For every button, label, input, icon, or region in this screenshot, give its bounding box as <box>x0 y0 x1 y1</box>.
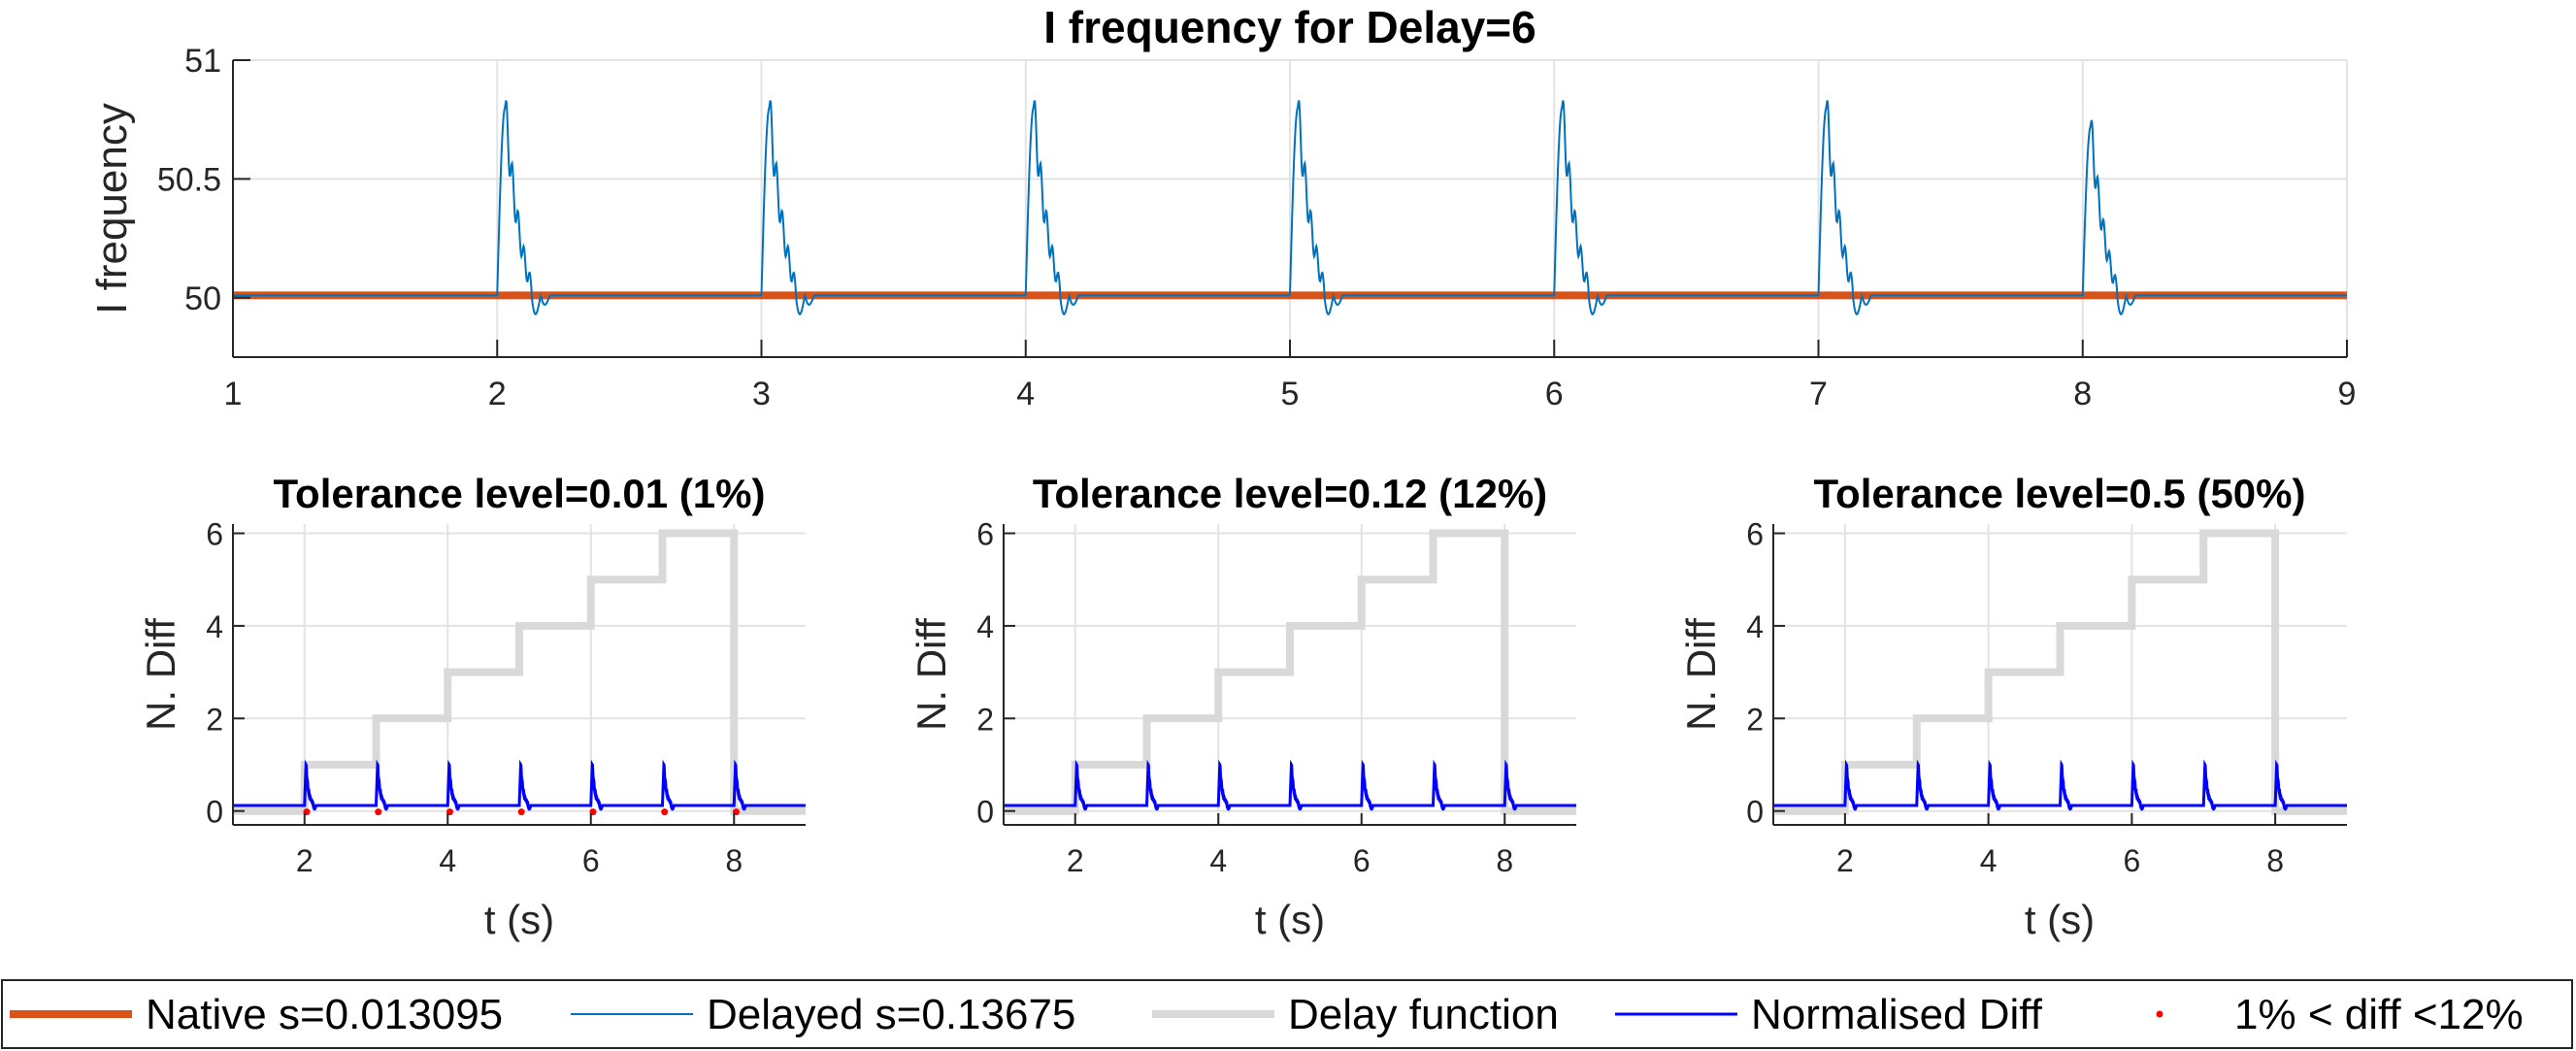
x-tick-label: 4 <box>1016 376 1035 412</box>
x-tick-label: 3 <box>752 376 771 412</box>
legend-label: Delay function <box>1288 991 1559 1038</box>
normalised-diff-line <box>1003 759 1577 811</box>
x-tick-label: 2 <box>1067 843 1084 878</box>
legend-box <box>1 979 2573 1049</box>
y-tick-label: 0 <box>1746 795 1764 830</box>
x-tick-label: 8 <box>2073 376 2092 412</box>
y-tick-label: 6 <box>976 517 994 552</box>
y-tick-label: 4 <box>206 609 223 644</box>
top-frequency-plot: 1 2 3 4 5 6 7 8 9 50 50.5 51 I frequency for Delay=6… <box>88 2 2356 412</box>
tolerance-point <box>661 808 669 816</box>
y-tick-label: 6 <box>206 517 223 552</box>
x-tick-label: 2 <box>1836 843 1854 878</box>
x-tick-label: 5 <box>1281 376 1300 412</box>
delayed-series-line <box>232 100 2348 315</box>
y-tick-label: 50.5 <box>157 161 221 198</box>
tolerance-point <box>375 808 382 816</box>
tolerance-point <box>517 808 525 816</box>
subplot-title: Tolerance level=0.5 (50%) <box>1814 471 2306 516</box>
delay-function-line <box>233 529 806 815</box>
delay-function-line <box>1773 529 2347 815</box>
y-tick-label: 4 <box>1746 609 1764 644</box>
x-axis-label: t (s) <box>2025 897 2095 942</box>
x-tick-label: 8 <box>1496 843 1513 878</box>
y-tick-label: 51 <box>184 43 221 80</box>
legend-label: 1% < diff <12% <box>2234 991 2524 1038</box>
legend-label: Native s=0.013095 <box>146 991 503 1038</box>
normalised-diff-line <box>232 759 807 811</box>
x-tick-label: 8 <box>2266 843 2284 878</box>
x-tick-label: 6 <box>1353 843 1371 878</box>
y-axis-label: N. Diff <box>908 618 954 731</box>
x-tick-label: 4 <box>1209 843 1227 878</box>
x-tick-label: 1 <box>224 376 243 412</box>
y-tick-label: 6 <box>1746 517 1764 552</box>
x-tick-label: 2 <box>296 843 314 878</box>
x-axis-label: t (s) <box>484 897 554 942</box>
legend-marker <box>2156 1010 2163 1018</box>
tolerance-plot-2: 2 4 6 8 0 2 4 6 Tolerance level=0.12 (12%) t (s) N… <box>908 471 1577 942</box>
x-tick-label: 4 <box>439 843 456 878</box>
legend-label: Delayed s=0.13675 <box>707 991 1075 1038</box>
x-tick-label: 7 <box>1809 376 1828 412</box>
y-axis-label: N. Diff <box>138 618 183 731</box>
y-tick-label: 4 <box>976 609 994 644</box>
x-tick-label: 8 <box>725 843 743 878</box>
legend: Native s=0.013095 Delayed s=0.13675 Delay … <box>1 979 2573 1049</box>
y-tick-label: 2 <box>976 702 994 737</box>
x-tick-label: 2 <box>488 376 507 412</box>
y-axis-label: I frequency <box>88 103 136 314</box>
x-tick-label: 9 <box>2338 376 2357 412</box>
y-tick-label: 50 <box>184 280 221 317</box>
x-tick-label: 6 <box>2123 843 2140 878</box>
y-tick-label: 0 <box>206 795 223 830</box>
chart-title: I frequency for Delay=6 <box>1043 2 1536 52</box>
x-tick-label: 6 <box>582 843 600 878</box>
tolerance-plot-1: 2 4 6 8 0 2 4 6 Tolerance level=0.01 (1%) t (s) N.… <box>138 471 807 942</box>
y-tick-label: 0 <box>976 795 994 830</box>
x-tick-label: 6 <box>1545 376 1564 412</box>
subplot-title: Tolerance level=0.12 (12%) <box>1033 471 1547 516</box>
x-axis-label: t (s) <box>1255 897 1325 942</box>
delay-function-line <box>1004 529 1576 815</box>
y-axis-label: N. Diff <box>1678 618 1724 731</box>
subplot-title: Tolerance level=0.01 (1%) <box>274 471 766 516</box>
normalised-diff-line <box>1772 759 2348 811</box>
y-tick-label: 2 <box>1746 702 1764 737</box>
legend-label: Normalised Diff <box>1751 991 2043 1038</box>
y-tick-label: 2 <box>206 702 223 737</box>
x-tick-label: 4 <box>1980 843 1998 878</box>
tolerance-plot-3: 2 4 6 8 0 2 4 6 Tolerance level=0.5 (50%) t (s) N.… <box>1678 471 2348 942</box>
